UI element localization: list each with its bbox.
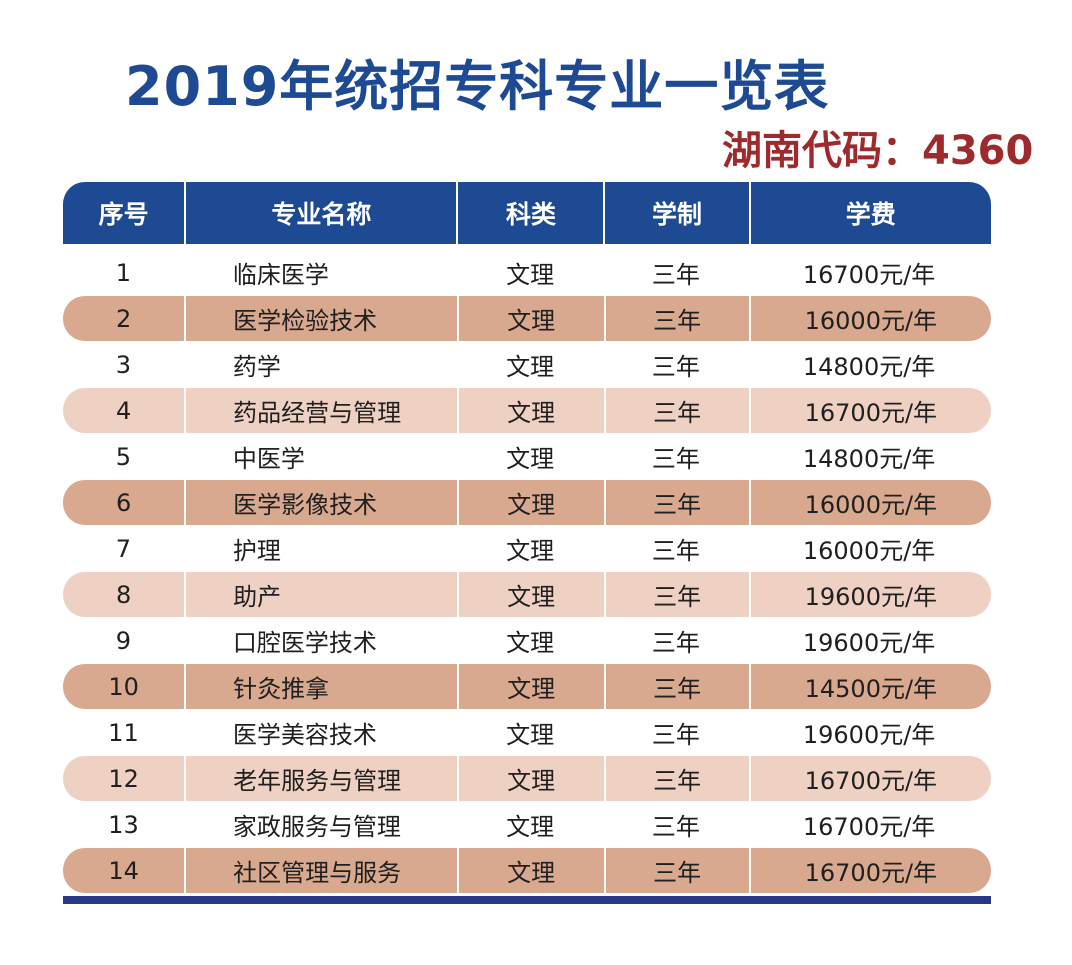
cell-no: 8 <box>63 572 187 617</box>
cell-years: 三年 <box>651 537 700 565</box>
cell-name: 药学 <box>232 353 281 381</box>
cell-no: 1 <box>115 258 132 287</box>
cell-fee: 14500元/年 <box>804 675 938 703</box>
cell-name: 中医学 <box>232 445 305 473</box>
cell-no: 10 <box>63 664 187 709</box>
cell-name: 社区管理与服务 <box>186 848 459 893</box>
cell-no: 9 <box>115 626 132 655</box>
cell-years: 三年 <box>651 353 700 381</box>
cell-no: 14 <box>63 848 187 893</box>
cell-name: 助产 <box>186 572 459 617</box>
cell-name: 药品经营与管理 <box>186 388 459 433</box>
cell-name: 口腔医学技术 <box>232 629 377 657</box>
cell-fee: 16700元/年 <box>804 767 938 795</box>
cell-no: 4 <box>63 388 187 433</box>
cell-years: 三年 <box>651 813 700 841</box>
cell-no: 11 <box>108 718 139 747</box>
cell-name: 医学美容技术 <box>232 721 377 749</box>
cell-no: 13 <box>108 810 139 839</box>
cell-type: 文理 <box>506 629 555 657</box>
table-row: 1 临床医学 文理 三年 16700元/年 <box>63 250 991 295</box>
majors-table: 序号 专业名称 科类 学制 学费 1 临床医学 文理 三年 16700元/年 2 医学检验技… <box>63 182 991 894</box>
table-row: 9 口腔医学技术 文理 三年 19600元/年 <box>63 618 991 663</box>
table-row: 10 针灸推拿 文理 三年 14500元/年 <box>63 664 991 709</box>
table-row: 7 护理 文理 三年 16000元/年 <box>63 526 991 571</box>
cell-type: 文理 <box>459 388 606 433</box>
cell-fee: 14800元/年 <box>802 445 936 473</box>
header-type: 科类 <box>458 182 606 244</box>
cell-no: 3 <box>115 350 132 379</box>
table-header-row: 序号 专业名称 科类 学制 学费 <box>63 182 991 244</box>
cell-fee: 16700元/年 <box>804 399 938 427</box>
cell-name: 护理 <box>232 537 281 565</box>
table-row: 3 药学 文理 三年 14800元/年 <box>63 342 991 387</box>
cell-name: 医学影像技术 <box>186 480 459 525</box>
cell-fee: 16000元/年 <box>802 537 936 565</box>
cell-type: 文理 <box>506 261 555 289</box>
cell-fee: 16700元/年 <box>802 261 936 289</box>
cell-name: 临床医学 <box>232 261 329 289</box>
cell-type: 文理 <box>506 445 555 473</box>
table-row: 5 中医学 文理 三年 14800元/年 <box>63 434 991 479</box>
cell-years: 三年 <box>651 445 700 473</box>
cell-no: 5 <box>115 442 132 471</box>
cell-years: 三年 <box>606 848 751 893</box>
cell-fee: 19600元/年 <box>802 721 936 749</box>
table-row: 14 社区管理与服务 文理 三年 16700元/年 <box>63 848 991 893</box>
table-row: 4 药品经营与管理 文理 三年 16700元/年 <box>63 388 991 433</box>
cell-type: 文理 <box>459 480 606 525</box>
table-row: 13 家政服务与管理 文理 三年 16700元/年 <box>63 802 991 847</box>
cell-type: 文理 <box>459 296 606 341</box>
cell-type: 文理 <box>506 721 555 749</box>
cell-type: 文理 <box>459 572 606 617</box>
cell-type: 文理 <box>459 848 606 893</box>
table-row: 6 医学影像技术 文理 三年 16000元/年 <box>63 480 991 525</box>
cell-fee: 16700元/年 <box>804 859 938 887</box>
table-row: 8 助产 文理 三年 19600元/年 <box>63 572 991 617</box>
header-fee: 学费 <box>845 200 896 229</box>
cell-years: 三年 <box>651 261 700 289</box>
region-code: 湖南代码：4360 <box>722 128 1034 174</box>
cell-fee: 19600元/年 <box>802 629 936 657</box>
cell-no: 12 <box>63 756 187 801</box>
cell-years: 三年 <box>606 572 751 617</box>
cell-type: 文理 <box>459 664 606 709</box>
cell-name: 针灸推拿 <box>186 664 459 709</box>
cell-fee: 19600元/年 <box>804 583 938 611</box>
cell-fee: 16000元/年 <box>804 491 938 519</box>
cell-fee: 16700元/年 <box>802 813 936 841</box>
header-years: 学制 <box>605 182 751 244</box>
footer-divider <box>63 896 991 904</box>
table-row: 2 医学检验技术 文理 三年 16000元/年 <box>63 296 991 341</box>
table-body: 1 临床医学 文理 三年 16700元/年 2 医学检验技术 文理 三年 16000元/年 3 药学文… <box>63 250 991 893</box>
cell-no: 2 <box>63 296 187 341</box>
cell-type: 文理 <box>506 537 555 565</box>
cell-years: 三年 <box>651 629 700 657</box>
cell-years: 三年 <box>606 664 751 709</box>
cell-no: 7 <box>115 534 132 563</box>
cell-years: 三年 <box>606 756 751 801</box>
cell-years: 三年 <box>606 388 751 433</box>
header-no: 序号 <box>63 182 187 244</box>
cell-fee: 16000元/年 <box>804 307 938 335</box>
cell-type: 文理 <box>459 756 606 801</box>
cell-years: 三年 <box>606 480 751 525</box>
cell-name: 老年服务与管理 <box>186 756 459 801</box>
cell-fee: 14800元/年 <box>802 353 936 381</box>
table-row: 11 医学美容技术 文理 三年 19600元/年 <box>63 710 991 755</box>
cell-type: 文理 <box>506 353 555 381</box>
cell-years: 三年 <box>651 721 700 749</box>
table-row: 12 老年服务与管理 文理 三年 16700元/年 <box>63 756 991 801</box>
cell-type: 文理 <box>506 813 555 841</box>
page-title: 2019年统招专科专业一览表 <box>125 55 830 118</box>
cell-name: 医学检验技术 <box>186 296 459 341</box>
header-name: 专业名称 <box>186 182 459 244</box>
cell-no: 6 <box>63 480 187 525</box>
cell-years: 三年 <box>606 296 751 341</box>
cell-name: 家政服务与管理 <box>232 813 401 841</box>
